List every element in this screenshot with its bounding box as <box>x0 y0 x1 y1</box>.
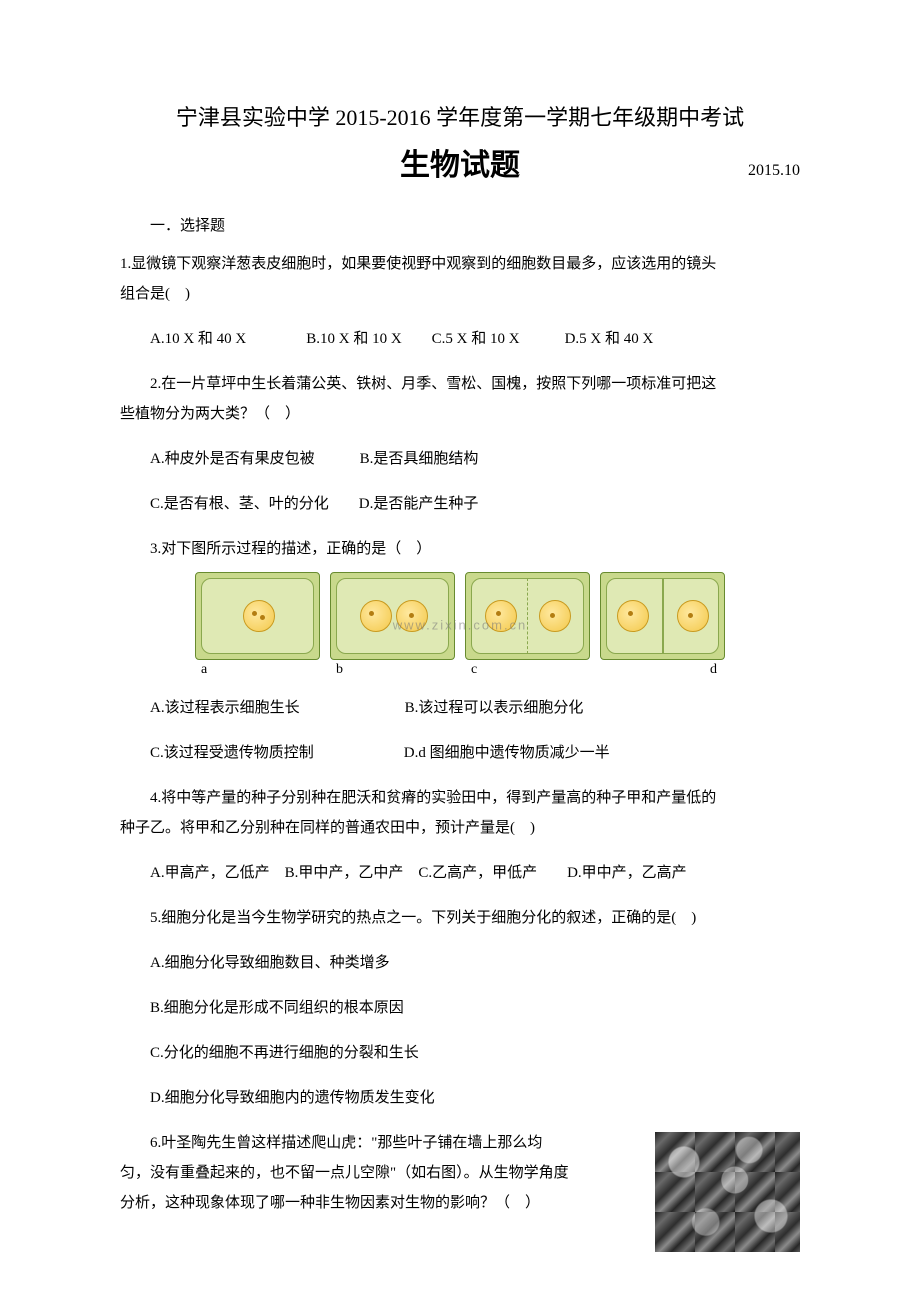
subject-title: 生物试题 <box>400 149 520 182</box>
main-title: 宁津县实验中学 2015-2016 学年度第一学期七年级期中考试 <box>120 100 800 132</box>
question-4: 4.将中等产量的种子分别种在肥沃和贫瘠的实验田中，得到产量高的种子甲和产量低的 … <box>120 783 800 888</box>
q2-options-line-2: C.是否有根、茎、叶的分化 D.是否能产生种子 <box>120 489 800 519</box>
q3-stem-line-1: 3.对下图所示过程的描述，正确的是（ ） <box>120 534 800 564</box>
ivy-image <box>655 1132 800 1252</box>
page-content: 宁津县实验中学 2015-2016 学年度第一学期七年级期中考试 生物试题 20… <box>0 0 920 1316</box>
cell-c: c <box>465 572 590 678</box>
title-row: 生物试题 2015.10 <box>120 140 800 184</box>
question-6: 6.叶圣陶先生曾这样描述爬山虎："那些叶子铺在墙上那么均 匀，没有重叠起来的，也… <box>120 1128 800 1252</box>
q1-stem-line-2: 组合是( ) <box>120 279 800 309</box>
cell-a: a <box>195 572 320 678</box>
q1-stem-line-1: 1.显微镜下观察洋葱表皮细胞时，如果要使视野中观察到的细胞数目最多，应该选用的镜… <box>120 249 800 279</box>
cell-d: d <box>600 572 725 678</box>
q4-options: A.甲高产，乙低产 B.甲中产，乙中产 C.乙高产，甲低产 D.甲中产，乙高产 <box>120 858 800 888</box>
q2-options-line-1: A.种皮外是否有果皮包被 B.是否具细胞结构 <box>120 444 800 474</box>
exam-date: 2015.10 <box>748 162 800 180</box>
q5-option-d: D.细胞分化导致细胞内的遗传物质发生变化 <box>120 1083 800 1113</box>
q3-options-line-1: A.该过程表示细胞生长 B.该过程可以表示细胞分化 <box>120 693 800 723</box>
q1-options: A.10 X 和 40 X B.10 X 和 10 X C.5 X 和 10 X… <box>120 324 800 354</box>
q4-stem-line-1: 4.将中等产量的种子分别种在肥沃和贫瘠的实验田中，得到产量高的种子甲和产量低的 <box>120 783 800 813</box>
q5-option-a: A.细胞分化导致细胞数目、种类增多 <box>120 948 800 978</box>
cell-diagram: a b <box>120 572 800 678</box>
question-5: 5.细胞分化是当今生物学研究的热点之一。下列关于细胞分化的叙述，正确的是( ) … <box>120 903 800 1113</box>
cell-label-a: a <box>195 662 320 678</box>
cell-label-b: b <box>330 662 455 678</box>
cell-label-c: c <box>465 662 590 678</box>
question-3: 3.对下图所示过程的描述，正确的是（ ） a <box>120 534 800 768</box>
q4-stem-line-2: 种子乙。将甲和乙分别种在同样的普通农田中，预计产量是( ) <box>120 813 800 843</box>
question-1: 1.显微镜下观察洋葱表皮细胞时，如果要使视野中观察到的细胞数目最多，应该选用的镜… <box>120 249 800 354</box>
section-label: 一．选择题 <box>120 214 800 235</box>
cell-label-d: d <box>600 662 725 678</box>
q2-stem-line-2: 些植物分为两大类？（ ） <box>120 399 800 429</box>
q5-option-b: B.细胞分化是形成不同组织的根本原因 <box>120 993 800 1023</box>
cell-b: b <box>330 572 455 678</box>
q5-option-c: C.分化的细胞不再进行细胞的分裂和生长 <box>120 1038 800 1068</box>
q5-stem-line-1: 5.细胞分化是当今生物学研究的热点之一。下列关于细胞分化的叙述，正确的是( ) <box>120 903 800 933</box>
question-2: 2.在一片草坪中生长着蒲公英、铁树、月季、雪松、国槐，按照下列哪一项标准可把这 … <box>120 369 800 519</box>
q3-options-line-2: C.该过程受遗传物质控制 D.d 图细胞中遗传物质减少一半 <box>120 738 800 768</box>
q2-stem-line-1: 2.在一片草坪中生长着蒲公英、铁树、月季、雪松、国槐，按照下列哪一项标准可把这 <box>120 369 800 399</box>
